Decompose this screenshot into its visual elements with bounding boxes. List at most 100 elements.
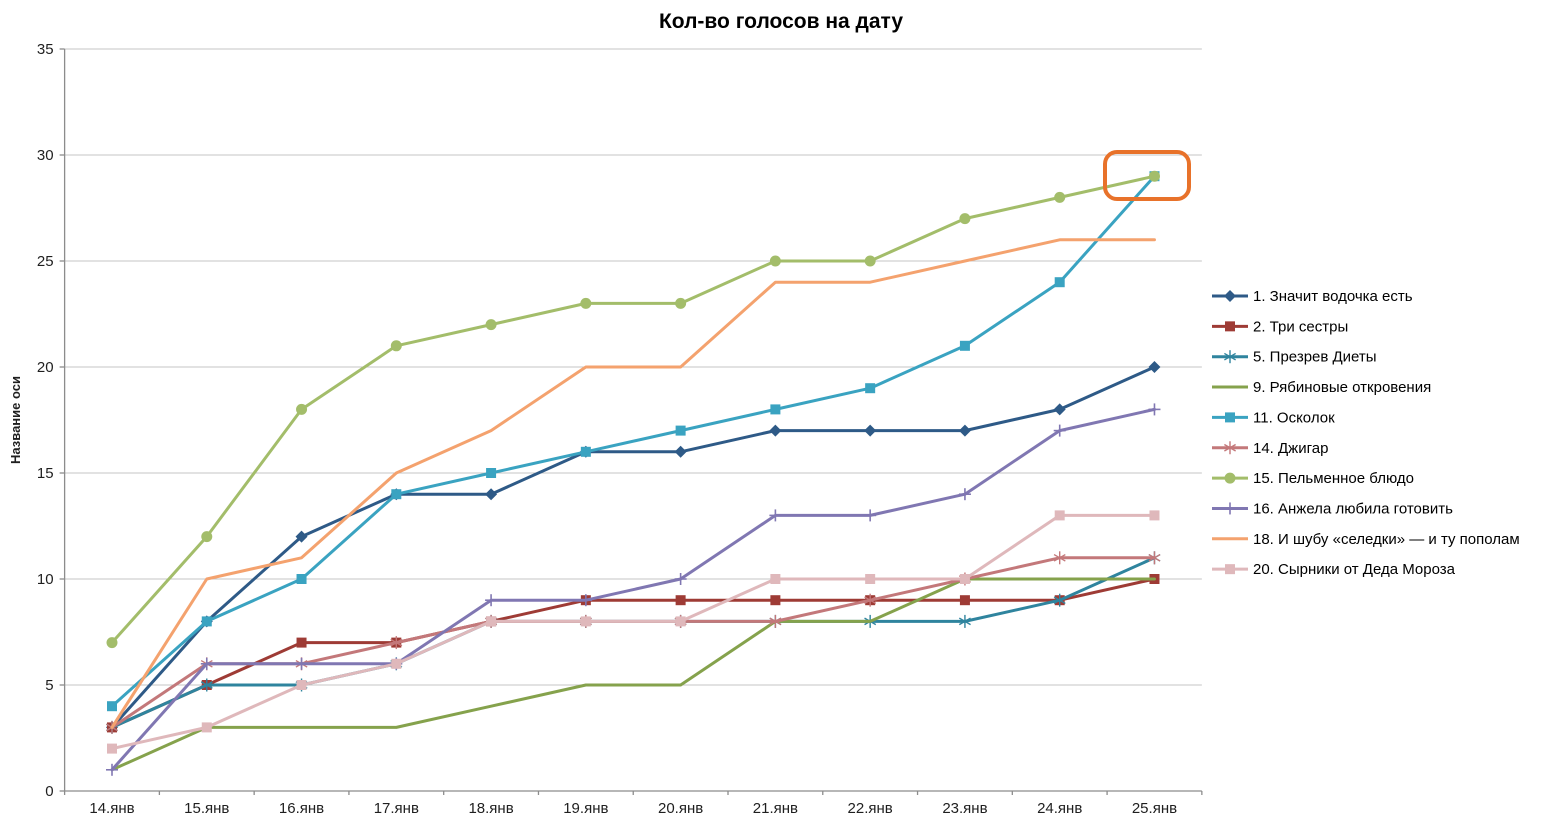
- x-tick-label: 23.янв: [942, 800, 987, 817]
- marker-diamond: [864, 424, 877, 437]
- marker-diamond: [769, 424, 782, 437]
- marker-asterisk: [1224, 443, 1236, 452]
- x-tick-label: 17.янв: [374, 800, 419, 817]
- marker-square: [391, 658, 402, 669]
- marker-diamond: [485, 488, 498, 501]
- legend-label: 9. Рябиновые откровения: [1253, 379, 1431, 396]
- series-line: [110, 513, 1156, 751]
- series-7: [106, 170, 1160, 649]
- marker-square: [1225, 564, 1235, 575]
- marker-square: [959, 574, 970, 584]
- series-line: [110, 365, 1156, 729]
- marker-asterisk: [769, 617, 782, 626]
- series-layer: [106, 170, 1161, 776]
- marker-square: [675, 425, 686, 436]
- series-line: [110, 577, 1156, 772]
- marker-square: [1149, 510, 1160, 521]
- legend-item: 11. Осколок: [1212, 409, 1335, 426]
- marker-square: [391, 489, 402, 500]
- annotation-highlight-box: [1103, 150, 1191, 201]
- marker-asterisk: [1148, 553, 1161, 562]
- axis-layer: [59, 48, 1203, 795]
- y-tick-label: 35: [37, 41, 54, 58]
- x-tick-label: 14.янв: [89, 800, 134, 817]
- series-1: [106, 361, 1161, 734]
- marker-asterisk: [1053, 553, 1066, 562]
- marker-circle: [1054, 191, 1066, 203]
- series-line: [110, 238, 1156, 729]
- marker-circle: [580, 297, 592, 309]
- marker-square: [959, 340, 970, 351]
- legend-item: 20. Сырники от Деда Мороза: [1212, 561, 1456, 578]
- series-4: [110, 577, 1156, 772]
- marker-square: [580, 446, 591, 457]
- x-tick-label: 16.янв: [279, 800, 324, 817]
- legend-label: 18. И шубу «селедки» — и ту пополам: [1253, 531, 1520, 548]
- marker-square: [107, 743, 117, 754]
- marker-circle: [390, 340, 402, 352]
- legend-item: 16. Анжела любила готовить: [1212, 500, 1453, 517]
- y-tick-label: 15: [37, 465, 54, 482]
- marker-circle: [1224, 472, 1236, 484]
- series-line: [110, 174, 1156, 708]
- marker-circle: [296, 403, 308, 415]
- legend-label: 1. Значит водочка есть: [1253, 288, 1413, 305]
- marker-square: [486, 468, 497, 478]
- marker-square: [107, 701, 117, 712]
- series-9: [110, 238, 1156, 729]
- marker-diamond: [1053, 403, 1066, 416]
- legend-item: 18. И шубу «селедки» — и ту пополам: [1212, 531, 1520, 548]
- marker-asterisk: [1224, 352, 1236, 361]
- marker-circle: [485, 319, 497, 331]
- marker-square: [486, 616, 497, 627]
- marker-square: [770, 404, 781, 415]
- legend-item: 15. Пельменное блюдо: [1212, 470, 1414, 487]
- y-tick-label: 0: [45, 783, 53, 800]
- marker-square: [296, 680, 307, 690]
- marker-square: [675, 595, 686, 606]
- legend-label: 14. Джигар: [1253, 440, 1328, 457]
- legend-item: 9. Рябиновые откровения: [1212, 379, 1431, 396]
- legend-label: 5. Презрев Диеты: [1253, 349, 1377, 366]
- marker-square: [1054, 510, 1065, 521]
- x-tick-label: 20.янв: [658, 800, 703, 817]
- series-8: [106, 403, 1161, 776]
- marker-diamond: [1224, 290, 1236, 302]
- annotation-layer: [1103, 150, 1191, 201]
- marker-square: [296, 637, 307, 648]
- marker-circle: [675, 297, 687, 309]
- marker-circle: [769, 255, 781, 267]
- series-line: [110, 577, 1156, 729]
- marker-circle: [106, 637, 118, 649]
- chart-title: Кол-во голосов на дату: [659, 10, 903, 33]
- legend-item: 5. Презрев Диеты: [1212, 349, 1377, 366]
- marker-asterisk: [958, 617, 971, 626]
- x-tick-label: 18.янв: [468, 800, 513, 817]
- legend-item: 2. Три сестры: [1212, 318, 1348, 335]
- marker-diamond: [1148, 361, 1161, 373]
- legend-label: 15. Пельменное блюдо: [1253, 470, 1414, 487]
- marker-diamond: [958, 424, 971, 437]
- marker-circle: [1148, 170, 1160, 182]
- marker-square: [770, 595, 781, 606]
- marker-diamond: [674, 445, 687, 458]
- y-tick-label: 25: [37, 253, 54, 270]
- marker-square: [1054, 277, 1065, 288]
- legend-item: 14. Джигар: [1212, 440, 1328, 457]
- x-tick-label: 25.янв: [1132, 800, 1177, 817]
- marker-asterisk: [390, 638, 403, 647]
- marker-square: [296, 574, 307, 584]
- legend-label: 16. Анжела любила готовить: [1253, 500, 1453, 517]
- legend: 1. Значит водочка есть 2. Три сестры 5. Пр…: [1212, 288, 1520, 578]
- y-axis-title: Название оси: [8, 376, 23, 464]
- marker-square: [675, 616, 686, 627]
- marker-asterisk: [864, 596, 877, 605]
- marker-square: [1225, 412, 1235, 423]
- series-10: [107, 510, 1160, 754]
- marker-square: [201, 722, 212, 733]
- marker-circle: [959, 213, 971, 225]
- marker-square: [580, 616, 591, 627]
- series-5: [107, 171, 1160, 712]
